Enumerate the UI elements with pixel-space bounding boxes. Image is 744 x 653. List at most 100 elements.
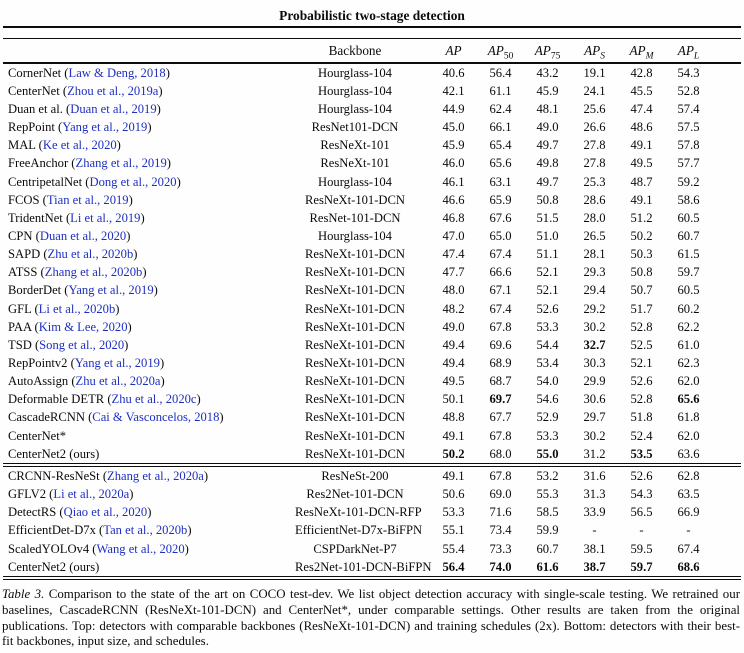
metric-value-cell: 47.4	[442, 247, 465, 262]
citation-link[interactable]: Zhang et al., 2020a	[107, 469, 204, 484]
table-row: MAL (Ke et al., 2020) ResNeXt-101 45.9 65.4…	[0, 136, 744, 154]
gap	[415, 558, 430, 576]
gap	[415, 485, 430, 503]
metric-value-cell: 32.7	[583, 337, 606, 352]
metric-value-cell: 53.3	[442, 505, 465, 520]
method-cell: RepPoint (Yang et al., 2019)	[8, 120, 152, 135]
metric-value-cell: 52.4	[630, 428, 653, 443]
metric-value-cell: 73.3	[489, 541, 512, 556]
metric-value-cell: 67.8	[489, 319, 512, 334]
citation-link[interactable]: Li et al., 2020b	[38, 301, 116, 316]
citation-link[interactable]: Zhou et al., 2019a	[67, 83, 159, 98]
method-cell: CentripetalNet (Dong et al., 2020)	[8, 174, 181, 189]
metric-value-cell: 69.6	[489, 337, 512, 352]
citation-link[interactable]: Song et al., 2020	[39, 337, 125, 352]
citation-link[interactable]: Kim & Lee, 2020	[38, 319, 128, 334]
metric-value-cell: 57.4	[677, 102, 700, 117]
metric-value-cell: 38.7	[583, 559, 606, 574]
citation-link[interactable]: Yang et al., 2019	[68, 283, 154, 298]
method-cell: FCOS (Tian et al., 2019)	[8, 192, 133, 207]
method-cell: CRCNN-ResNeSt (Zhang et al., 2020a)	[8, 469, 209, 484]
citation-link[interactable]: Tian et al., 2019	[46, 192, 129, 207]
method-cell: CenterNet (Zhou et al., 2019a)	[8, 83, 163, 98]
citation-link[interactable]: Yang et al., 2019	[74, 356, 160, 371]
citation-link[interactable]: Zhu et al., 2020c	[111, 392, 197, 407]
citation-link[interactable]: Yang et al., 2019	[62, 120, 148, 135]
citation-link[interactable]: Tan et al., 2020b	[103, 523, 188, 538]
metric-value-cell: 51.7	[630, 301, 653, 316]
citation-link[interactable]: Duan et al., 2019	[70, 102, 157, 117]
gap	[415, 209, 430, 227]
metric-value-cell: 30.2	[583, 428, 606, 443]
gap	[415, 372, 430, 390]
metric-value-cell: 46.6	[442, 192, 465, 207]
metric-value-cell: 67.8	[489, 428, 512, 443]
table-row: Duan et al. (Duan et al., 2019) Hourglass…	[0, 100, 744, 118]
citation-link[interactable]: Wang et al., 2020	[96, 541, 185, 556]
metric-value-cell: 68.7	[489, 374, 512, 389]
metric-value-cell: 63.6	[677, 446, 700, 461]
table-row: AutoAssign (Zhu et al., 2020a) ResNeXt-10…	[0, 372, 744, 390]
gap	[415, 540, 430, 558]
metric-value-cell: -	[686, 523, 691, 538]
metric-value-cell: -	[592, 523, 597, 538]
citation-link[interactable]: Ke et al., 2020	[42, 138, 117, 153]
table-row: TridentNet (Li et al., 2019) ResNet-101-D…	[0, 209, 744, 227]
citation-link[interactable]: Qiao et al., 2020	[63, 505, 148, 520]
metric-value-cell: 45.9	[442, 138, 465, 153]
metric-value-cell: 50.6	[442, 487, 465, 502]
method-cell: GFL (Li et al., 2020b)	[8, 301, 120, 316]
metric-value-cell: 68.9	[489, 356, 512, 371]
metric-value-cell: 51.5	[536, 210, 559, 225]
table-row: ATSS (Zhang et al., 2020b) ResNeXt-101-DC…	[0, 263, 744, 281]
metric-value-cell: 46.1	[442, 174, 465, 189]
citation-link[interactable]: Zhu et al., 2020b	[47, 247, 134, 262]
metric-value-cell: 68.0	[489, 446, 512, 461]
metric-value-cell: 65.6	[489, 156, 512, 171]
metric-value-cell: 62.0	[677, 374, 700, 389]
citation-link[interactable]: Dong et al., 2020	[89, 174, 177, 189]
metric-value-cell: 59.7	[630, 559, 653, 574]
metric-column-header: AP	[445, 43, 462, 59]
metric-value-cell: 49.4	[442, 337, 465, 352]
citation-link[interactable]: Li et al., 2019	[70, 210, 141, 225]
metric-value-cell: 52.8	[630, 392, 653, 407]
method-cell: CPN (Duan et al., 2020)	[8, 229, 131, 244]
metric-value-cell: 50.8	[630, 265, 653, 280]
method-cell: GFLV2 (Li et al., 2020a)	[8, 487, 134, 502]
metric-value-cell: 30.2	[583, 319, 606, 334]
citation-link[interactable]: Law & Deng, 2018	[68, 65, 166, 80]
citation-link[interactable]: Zhu et al., 2020a	[75, 374, 161, 389]
citation-link[interactable]: Li et al., 2020a	[53, 487, 130, 502]
gap	[415, 100, 430, 118]
metric-value-cell: 49.5	[630, 156, 653, 171]
gap	[415, 136, 430, 154]
metric-value-cell: 28.1	[583, 247, 606, 262]
citation-link[interactable]: Duan et al., 2020	[39, 229, 127, 244]
metric-value-cell: 53.4	[536, 356, 559, 371]
citation-link[interactable]: Zhang et al., 2019	[75, 156, 167, 171]
gap	[415, 154, 430, 172]
table-row: CascadeRCNN (Cai & Vasconcelos, 2018) Res…	[0, 408, 744, 426]
backbone-cell: ResNeXt-101-DCN	[304, 374, 406, 389]
backbone-cell: Res2Net-101-DCN-BiFPN	[295, 559, 432, 574]
metric-value-cell: 47.0	[442, 229, 465, 244]
method-cell: TridentNet (Li et al., 2019)	[8, 210, 145, 225]
header-bottom-rule	[3, 62, 741, 64]
metric-value-cell: 44.9	[442, 102, 465, 117]
citation-link[interactable]: Zhang et al., 2020b	[44, 265, 143, 280]
table-row: SAPD (Zhu et al., 2020b) ResNeXt-101-DCN 4…	[0, 245, 744, 263]
metric-value-cell: 67.4	[489, 301, 512, 316]
citation-link[interactable]: Cai & Vasconcelos, 2018	[92, 410, 220, 425]
backbone-cell: Res2Net-101-DCN	[306, 487, 404, 502]
metric-value-cell: 50.2	[630, 229, 653, 244]
metric-value-cell: 48.6	[630, 120, 653, 135]
metric-value-cell: 52.6	[630, 469, 653, 484]
metric-value-cell: 54.3	[677, 65, 700, 80]
metric-value-cell: 38.1	[583, 541, 606, 556]
metric-value-cell: 54.0	[536, 374, 559, 389]
metric-value-cell: 40.6	[442, 65, 465, 80]
metric-value-cell: 53.5	[630, 446, 653, 461]
metric-value-cell: 55.4	[442, 541, 465, 556]
